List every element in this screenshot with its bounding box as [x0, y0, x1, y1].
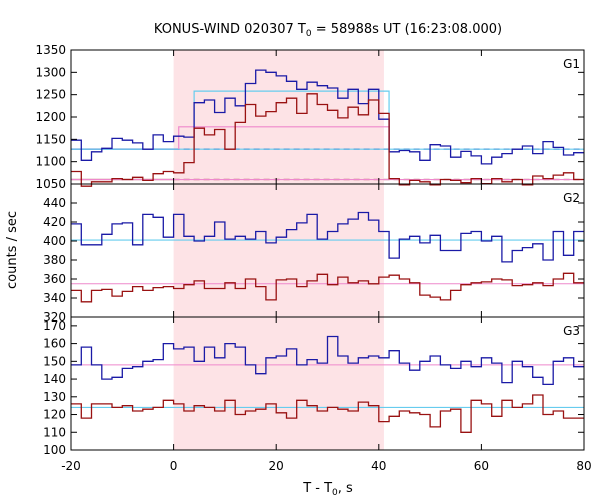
- g3-frame: [70, 316, 585, 451]
- g2-ytick-label: 400: [43, 234, 66, 248]
- g1-ytick-label: 1300: [35, 65, 66, 79]
- g1-ytick-label: 1050: [35, 177, 66, 191]
- g3-series-red: [71, 394, 584, 433]
- g1-ytick-label: 1250: [35, 88, 66, 102]
- g3-ytick-label: 150: [43, 354, 66, 368]
- g3-ytick-label: 100: [43, 443, 66, 457]
- g2-ytick-label: 340: [43, 291, 66, 305]
- g2-ytick-label: 420: [43, 215, 66, 229]
- chart-title-rest: = 58988s UT (16:23:08.000): [312, 22, 502, 37]
- g3-panel-label: G3: [563, 324, 580, 338]
- g1-series-blue: [71, 69, 584, 165]
- g3-ytick-label: 130: [43, 390, 66, 404]
- g3-ytick-label: 120: [43, 408, 66, 422]
- xtick-label: 0: [170, 459, 178, 473]
- g2-ytick-label: 320: [43, 310, 66, 324]
- g1-ytick-label: 1350: [35, 43, 66, 57]
- xtick-label: 60: [474, 459, 489, 473]
- x-axis-label-subscript: 0: [332, 488, 338, 498]
- g2-panel-label: G2: [563, 191, 580, 205]
- x-axis-label: T - T0, s: [302, 481, 353, 498]
- highlight-interval: [173, 50, 384, 450]
- g3-ytick-label: 140: [43, 372, 66, 386]
- series-layer: [71, 69, 584, 433]
- highlight-interval-layer: [173, 50, 384, 450]
- chart-title-subscript: 0: [306, 29, 312, 39]
- g1-ytick-label: 1100: [35, 155, 66, 169]
- x-axis-label-main: T - T: [302, 481, 332, 496]
- g2-ytick-label: 380: [43, 253, 66, 267]
- g2-ytick-label: 440: [43, 196, 66, 210]
- g3-ytick-label: 170: [43, 319, 66, 333]
- g3-ytick-label: 160: [43, 337, 66, 351]
- g1-series-red: [71, 93, 584, 187]
- g1-ytick-label: 1200: [35, 110, 66, 124]
- g3-ytick-label: 110: [43, 425, 66, 439]
- x-axis-label-rest: , s: [338, 481, 353, 496]
- g3-series-blue: [71, 335, 584, 386]
- axes-layer: 1050110011501200125013001350G13203403603…: [35, 43, 591, 473]
- g2-series-blue: [71, 211, 584, 263]
- g2-series-red: [71, 272, 584, 303]
- xtick-label: -20: [61, 459, 81, 473]
- chart-title-main: KONUS-WIND 020307 T: [154, 22, 306, 37]
- xtick-label: 40: [371, 459, 386, 473]
- g2-ytick-label: 360: [43, 272, 66, 286]
- xtick-label: 20: [269, 459, 284, 473]
- g1-panel-label: G1: [563, 57, 580, 71]
- chart-title: KONUS-WIND 020307 T0 = 58988s UT (16:23:…: [154, 22, 502, 39]
- xtick-label: 80: [576, 459, 591, 473]
- y-axis-label: counts / sec: [5, 211, 20, 289]
- g1-ytick-label: 1150: [35, 132, 66, 146]
